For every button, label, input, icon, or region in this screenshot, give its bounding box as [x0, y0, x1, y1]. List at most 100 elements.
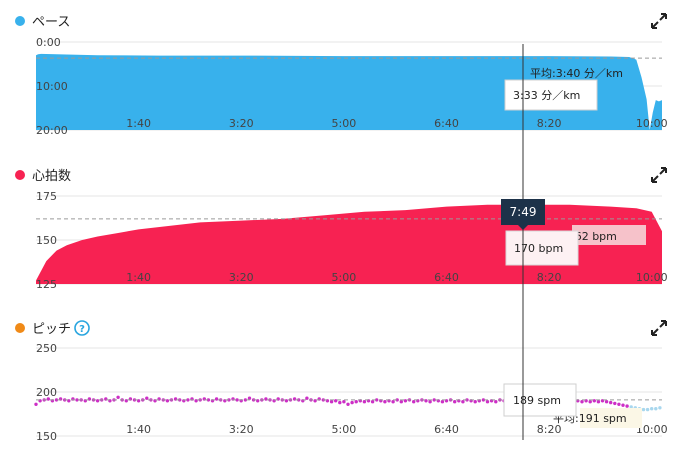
cadence-legend-dot — [15, 323, 25, 333]
pace-tooltip-text: 3:33 分／km — [513, 89, 580, 102]
pace-x-tick-label: 8:20 — [537, 117, 562, 130]
cadence-point — [424, 399, 428, 403]
heart-legend-dot — [15, 170, 25, 180]
cadence-tooltip-text: 189 spm — [513, 394, 561, 407]
pace-x-tick-label: 5:00 — [332, 117, 357, 130]
pace-area-series — [36, 53, 662, 130]
cadence-point — [75, 398, 79, 402]
cadence-x-tick-label: 8:20 — [537, 423, 562, 436]
cadence-point — [645, 407, 650, 412]
cadence-point — [481, 398, 486, 402]
cadence-point — [264, 397, 268, 401]
cadence-point — [453, 400, 457, 404]
pace-y-tick-label: 10:00 — [36, 80, 68, 93]
cadence-point — [329, 400, 334, 404]
cadence-point — [580, 400, 584, 404]
cadence-point — [284, 399, 289, 403]
cadence-point — [588, 400, 592, 404]
cadence-point — [383, 400, 387, 404]
cadence-point — [145, 396, 149, 400]
cadence-point — [165, 399, 170, 403]
pace-x-tick-label: 3:20 — [229, 117, 254, 130]
cadence-point — [658, 406, 662, 410]
cadence-x-tick-label: 10:00 — [636, 423, 668, 436]
cadence-point — [46, 397, 50, 401]
cadence-point — [305, 396, 309, 400]
cadence-point — [412, 400, 416, 404]
heart-y-tick-label: 175 — [36, 190, 57, 203]
cadence-point — [617, 402, 621, 406]
cadence-point — [609, 400, 613, 405]
cadence-point — [399, 400, 403, 404]
cadence-point — [362, 400, 367, 404]
heart-tooltip: 170 bpm — [505, 230, 579, 266]
pace-x-tick-label: 1:40 — [126, 117, 151, 130]
heart-y-tick-label: 125 — [36, 278, 57, 291]
cadence-point — [428, 400, 432, 404]
cadence-point — [186, 398, 190, 402]
cursor-time-badge: 7:49 — [501, 199, 545, 230]
cadence-panel: ピッチ ? 150 200 250 1:40 3:20 5:00 6:40 8:20 10:00… — [15, 320, 668, 443]
pace-panel: ペース 0:00 10:00 20:00 1:40 3:20 5:00 6:40 8:20 10… — [15, 13, 668, 137]
pace-x-tick-label: 10:00 — [636, 117, 668, 130]
cadence-point — [432, 398, 436, 402]
cadence-point — [313, 399, 317, 403]
pace-average-label: 平均:3:40 分／km — [530, 67, 623, 80]
cadence-y-tick-label: 250 — [36, 342, 57, 355]
cadence-y-tick-label: 150 — [36, 430, 57, 443]
cadence-point — [641, 407, 646, 412]
question-circle-icon[interactable]: ? — [74, 320, 90, 336]
cadence-point — [461, 400, 465, 404]
cadence-point — [440, 400, 445, 404]
cadence-point — [494, 400, 498, 404]
svg-text:?: ? — [79, 324, 85, 335]
cadence-x-tick-label: 6:40 — [434, 423, 459, 436]
cadence-point — [395, 398, 399, 402]
pace-title: ペース — [32, 15, 70, 30]
heart-expand-icon[interactable] — [651, 167, 667, 183]
cadence-point — [604, 400, 609, 404]
heart-x-tick-label: 10:00 — [636, 271, 668, 284]
cadence-point — [375, 398, 379, 402]
cadence-point — [334, 399, 338, 403]
cadence-point — [625, 404, 629, 408]
cadence-expand-icon[interactable] — [651, 320, 667, 336]
heart-title: 心拍数 — [32, 169, 71, 184]
cadence-point — [654, 407, 658, 411]
cadence-point — [613, 401, 617, 406]
pace-legend-dot — [15, 16, 25, 26]
cadence-point — [473, 400, 477, 404]
cadence-point — [403, 399, 408, 403]
cadence-point — [391, 400, 395, 404]
cadence-x-tick-label: 5:00 — [332, 423, 357, 436]
cadence-point — [243, 398, 248, 402]
heart-y-tick-label: 150 — [36, 234, 57, 247]
cadence-point — [629, 405, 633, 409]
cadence-point — [54, 398, 59, 402]
cadence-point — [214, 397, 219, 401]
cadence-y-tick-label: 200 — [36, 386, 57, 399]
cadence-point — [596, 400, 601, 404]
pace-y-tick-label: 20:00 — [36, 124, 68, 137]
heart-x-tick-label: 6:40 — [434, 271, 459, 284]
pace-expand-icon[interactable] — [651, 13, 667, 29]
pace-x-tick-label: 6:40 — [434, 117, 459, 130]
cadence-point — [206, 398, 211, 402]
cadence-point — [370, 400, 375, 404]
heart-x-tick-label: 3:20 — [229, 271, 254, 284]
cadence-point — [592, 399, 596, 403]
cadence-point — [34, 402, 38, 406]
heart-x-tick-label: 1:40 — [126, 271, 151, 284]
cadence-x-tick-label: 3:20 — [229, 423, 254, 436]
cadence-point — [354, 400, 358, 404]
cursor-time-label: 7:49 — [510, 205, 537, 219]
heart-tooltip-text: 170 bpm — [514, 242, 563, 255]
cadence-point — [350, 400, 354, 405]
cadence-point — [621, 403, 625, 407]
cadence-x-tick-label: 1:40 — [126, 423, 151, 436]
cadence-point — [485, 400, 490, 404]
pace-tooltip: 3:33 分／km — [504, 79, 598, 111]
cadence-point — [650, 407, 654, 411]
